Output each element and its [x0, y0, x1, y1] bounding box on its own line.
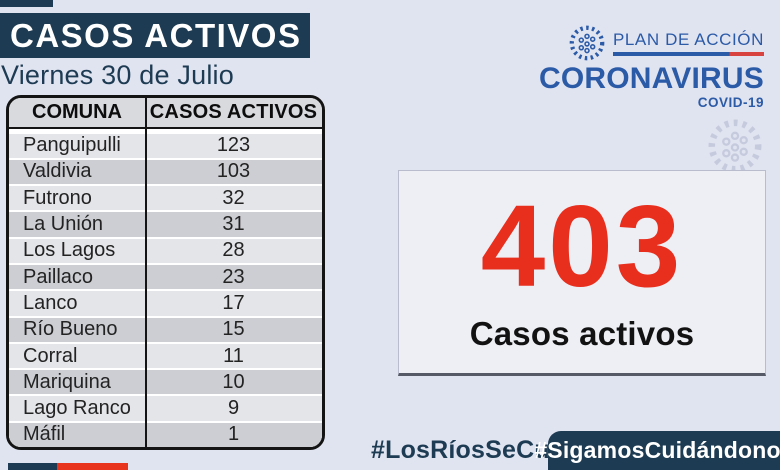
table-row: Paillaco 23: [9, 264, 322, 290]
top-left-tab: [0, 0, 53, 7]
comuna-table-body: Panguipulli 123 Valdivia 103 Futrono 32 …: [9, 131, 322, 447]
comuna-cell: Paillaco: [23, 265, 94, 288]
cases-cell: 123: [216, 134, 251, 157]
report-date: Viernes 30 de Julio: [1, 60, 234, 90]
hashtag-sigamos-banner: #SigamosCuidándonos: [534, 431, 780, 470]
table-row: Los Lagos 28: [9, 238, 322, 263]
cases-cell: 31: [222, 213, 245, 236]
bottom-left-flag-bar: [8, 463, 128, 470]
table-row: Corral 11: [9, 343, 322, 369]
total-cases-label: Casos activos: [469, 315, 695, 353]
flag-bar-red-segment: [57, 463, 128, 470]
plan-underline-flag-stripe: [612, 52, 764, 56]
cases-cell: 103: [216, 160, 251, 183]
comuna-cases-table: COMUNA CASOS ACTIVOS Panguipulli 123 Val…: [6, 95, 325, 450]
comuna-cell: Río Bueno: [23, 318, 118, 341]
coronavirus-plan-logo: PLAN DE ACCIÓN CORONAVIRUS COVID-19: [539, 24, 764, 110]
cases-cell: 32: [222, 186, 245, 209]
cases-cell: 17: [222, 291, 245, 314]
table-header-row: COMUNA CASOS ACTIVOS: [9, 98, 322, 129]
virus-watermark-icon: [708, 119, 762, 173]
cases-cell: 10: [222, 370, 245, 393]
table-row: Lago Ranco 9: [9, 396, 322, 421]
table-row: Futrono 32: [9, 186, 322, 211]
hashtag-sigamos-text: #SigamosCuidándonos: [534, 437, 780, 463]
virus-icon: [569, 25, 605, 61]
table-row: Mariquina 10: [9, 370, 322, 395]
table-row: Río Bueno 15: [9, 317, 322, 342]
table-row: Lanco 17: [9, 291, 322, 316]
comuna-cell: Panguipulli: [23, 134, 121, 157]
table-row: Panguipulli 123: [9, 133, 322, 158]
comuna-cell: Mariquina: [23, 370, 111, 393]
table-row: La Unión 31: [9, 212, 322, 237]
comuna-cell: Lago Ranco: [23, 397, 131, 420]
page-title-text: CASOS ACTIVOS: [10, 16, 302, 54]
column-header-comuna: COMUNA: [32, 101, 122, 123]
flag-bar-navy-segment: [8, 463, 57, 470]
table-row: Máfil 1: [9, 422, 322, 447]
comuna-cell: Lanco: [23, 291, 78, 314]
column-header-casos-activos: CASOS ACTIVOS: [149, 101, 318, 123]
cases-cell: 23: [222, 265, 245, 288]
table-row: Valdivia 103: [9, 159, 322, 185]
cases-cell: 15: [222, 318, 245, 341]
comuna-cell: Valdivia: [23, 160, 92, 183]
page-title: CASOS ACTIVOS: [0, 13, 310, 58]
total-cases-card: 403 Casos activos: [398, 170, 766, 376]
coronavirus-wordmark: CORONAVIRUS: [539, 62, 764, 95]
cases-cell: 11: [223, 344, 244, 367]
comuna-cell: La Unión: [23, 213, 104, 236]
comuna-cell: Los Lagos: [23, 239, 116, 262]
cases-cell: 28: [222, 239, 245, 262]
comuna-cell: Corral: [23, 344, 78, 367]
cases-cell: 9: [227, 397, 240, 420]
cases-cell: 1: [227, 423, 240, 446]
total-cases-value: 403: [480, 180, 684, 311]
comuna-cell: Máfil: [23, 423, 66, 446]
table-column-divider: [145, 98, 147, 447]
plan-de-accion-label: PLAN DE ACCIÓN: [612, 30, 764, 50]
comuna-cell: Futrono: [23, 186, 92, 209]
covid19-label: COVID-19: [697, 94, 764, 110]
